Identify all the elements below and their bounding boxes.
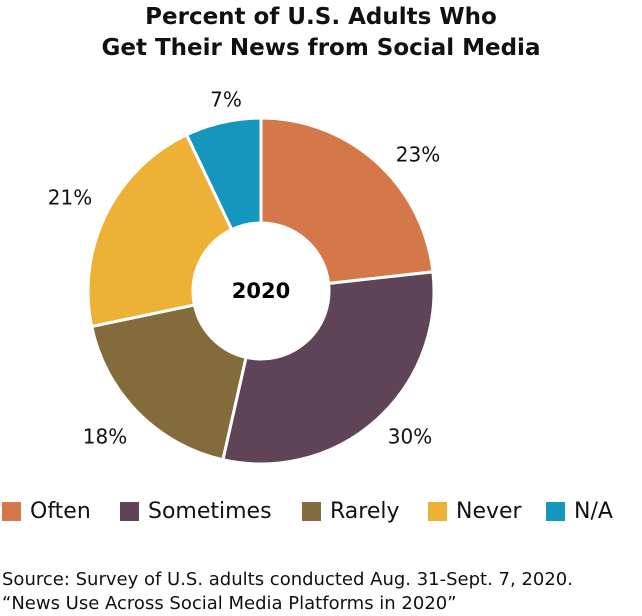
slice-sometimes: [221, 270, 436, 466]
legend-item: Often: [2, 499, 91, 524]
data-label: 7%: [210, 88, 242, 112]
legend-label: Never: [456, 499, 522, 524]
data-label: 30%: [388, 425, 432, 449]
source-note: Source: Survey of U.S. adults conducted …: [2, 568, 573, 616]
legend-swatch: [120, 502, 139, 521]
data-label: 21%: [48, 186, 92, 210]
legend-swatch: [428, 502, 447, 521]
legend-label: N/A: [574, 499, 613, 524]
legend-item: Never: [428, 499, 522, 524]
legend-item: Sometimes: [120, 499, 272, 524]
legend-swatch: [546, 502, 565, 521]
source-line-1: Source: Survey of U.S. adults conducted …: [2, 569, 573, 590]
legend-label: Sometimes: [148, 499, 272, 524]
legend-label: Rarely: [330, 499, 400, 524]
source-line-2: “News Use Across Social Media Platforms …: [2, 593, 457, 614]
slice-never: [86, 132, 234, 329]
chart-title: Percent of U.S. Adults Who Get Their New…: [0, 2, 642, 64]
legend-item: Rarely: [302, 499, 400, 524]
title-line-2: Get Their News from Social Media: [101, 35, 541, 61]
center-label: 2020: [232, 279, 290, 303]
title-line-1: Percent of U.S. Adults Who: [145, 4, 497, 30]
data-label: 18%: [83, 425, 127, 449]
slice-often: [259, 116, 435, 286]
slice-rarely: [89, 303, 248, 462]
legend-swatch: [2, 502, 21, 521]
legend-swatch: [302, 502, 321, 521]
legend-item: N/A: [546, 499, 613, 524]
legend-label: Often: [30, 499, 91, 524]
slice-na: [184, 116, 263, 232]
data-label: 23%: [396, 143, 440, 167]
